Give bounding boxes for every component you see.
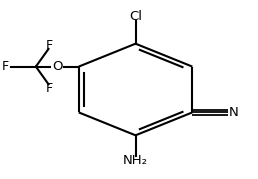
Text: F: F — [46, 39, 53, 52]
Text: O: O — [52, 60, 62, 73]
Text: F: F — [46, 82, 53, 95]
Text: Cl: Cl — [129, 10, 142, 23]
Text: N: N — [229, 106, 239, 119]
Text: NH₂: NH₂ — [123, 154, 148, 167]
Text: F: F — [2, 60, 9, 73]
